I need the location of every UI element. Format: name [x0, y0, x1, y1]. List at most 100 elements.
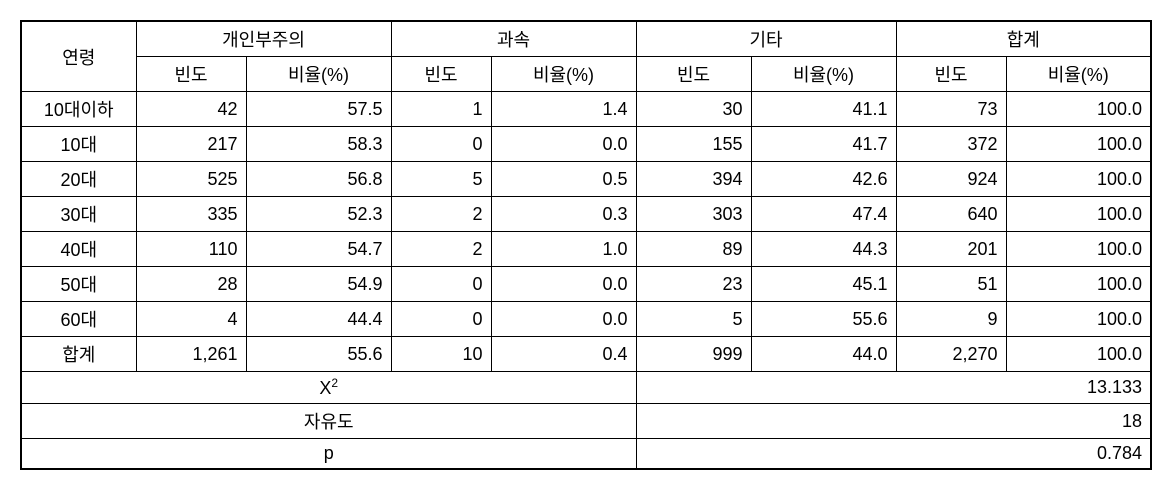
row-label: 40대 — [21, 232, 136, 267]
data-cell: 0.0 — [491, 267, 636, 302]
data-cell: 28 — [136, 267, 246, 302]
stat-value: 18 — [636, 404, 1151, 439]
data-cell: 0 — [391, 267, 491, 302]
data-cell: 372 — [896, 127, 1006, 162]
data-cell: 56.8 — [246, 162, 391, 197]
stat-label: p — [21, 439, 636, 470]
row-label: 20대 — [21, 162, 136, 197]
data-cell: 41.1 — [751, 92, 896, 127]
data-cell: 2,270 — [896, 337, 1006, 372]
stat-label: 자유도 — [21, 404, 636, 439]
subheader-3-pct: 비율(%) — [1006, 57, 1151, 92]
data-cell: 999 — [636, 337, 751, 372]
header-group-2: 기타 — [636, 21, 896, 57]
data-cell: 640 — [896, 197, 1006, 232]
table-body: 10대이하4257.511.43041.173100.010대21758.300… — [21, 92, 1151, 470]
stat-label: X2 — [21, 372, 636, 404]
data-cell: 57.5 — [246, 92, 391, 127]
data-cell: 100.0 — [1006, 337, 1151, 372]
data-cell: 394 — [636, 162, 751, 197]
data-cell: 44.3 — [751, 232, 896, 267]
data-cell: 4 — [136, 302, 246, 337]
data-cell: 335 — [136, 197, 246, 232]
table-row: 30대33552.320.330347.4640100.0 — [21, 197, 1151, 232]
data-cell: 0 — [391, 127, 491, 162]
table-row: 10대21758.300.015541.7372100.0 — [21, 127, 1151, 162]
data-cell: 54.7 — [246, 232, 391, 267]
data-cell: 30 — [636, 92, 751, 127]
row-label: 50대 — [21, 267, 136, 302]
subheader-2-pct: 비율(%) — [751, 57, 896, 92]
data-cell: 44.4 — [246, 302, 391, 337]
data-cell: 44.0 — [751, 337, 896, 372]
data-cell: 23 — [636, 267, 751, 302]
stat-row: p0.784 — [21, 439, 1151, 470]
data-cell: 9 — [896, 302, 1006, 337]
data-cell: 100.0 — [1006, 162, 1151, 197]
row-label: 10대이하 — [21, 92, 136, 127]
stat-value: 13.133 — [636, 372, 1151, 404]
data-cell: 89 — [636, 232, 751, 267]
table-row: 40대11054.721.08944.3201100.0 — [21, 232, 1151, 267]
data-cell: 1.0 — [491, 232, 636, 267]
table-row: 20대52556.850.539442.6924100.0 — [21, 162, 1151, 197]
subheader-2-freq: 빈도 — [636, 57, 751, 92]
data-cell: 2 — [391, 197, 491, 232]
data-cell: 217 — [136, 127, 246, 162]
data-cell: 110 — [136, 232, 246, 267]
data-cell: 55.6 — [246, 337, 391, 372]
data-cell: 0.0 — [491, 302, 636, 337]
stat-row: 자유도18 — [21, 404, 1151, 439]
data-cell: 1.4 — [491, 92, 636, 127]
data-cell: 52.3 — [246, 197, 391, 232]
row-label: 30대 — [21, 197, 136, 232]
data-cell: 54.9 — [246, 267, 391, 302]
data-cell: 924 — [896, 162, 1006, 197]
data-cell: 42 — [136, 92, 246, 127]
data-cell: 100.0 — [1006, 197, 1151, 232]
data-cell: 41.7 — [751, 127, 896, 162]
header-row-2: 빈도 비율(%) 빈도 비율(%) 빈도 비율(%) 빈도 비율(%) — [21, 57, 1151, 92]
subheader-1-freq: 빈도 — [391, 57, 491, 92]
data-cell: 5 — [636, 302, 751, 337]
table-row: 합계1,26155.6100.499944.02,270100.0 — [21, 337, 1151, 372]
data-cell: 0.4 — [491, 337, 636, 372]
subheader-0-pct: 비율(%) — [246, 57, 391, 92]
stat-value: 0.784 — [636, 439, 1151, 470]
data-cell: 51 — [896, 267, 1006, 302]
header-group-3: 합계 — [896, 21, 1151, 57]
data-cell: 0.0 — [491, 127, 636, 162]
header-age: 연령 — [21, 21, 136, 92]
data-cell: 1 — [391, 92, 491, 127]
table-row: 50대2854.900.02345.151100.0 — [21, 267, 1151, 302]
data-cell: 2 — [391, 232, 491, 267]
data-cell: 303 — [636, 197, 751, 232]
subheader-3-freq: 빈도 — [896, 57, 1006, 92]
data-cell: 100.0 — [1006, 92, 1151, 127]
data-cell: 10 — [391, 337, 491, 372]
data-cell: 0.5 — [491, 162, 636, 197]
header-group-1: 과속 — [391, 21, 636, 57]
data-cell: 100.0 — [1006, 267, 1151, 302]
data-cell: 100.0 — [1006, 302, 1151, 337]
data-cell: 100.0 — [1006, 127, 1151, 162]
data-cell: 5 — [391, 162, 491, 197]
table-row: 10대이하4257.511.43041.173100.0 — [21, 92, 1151, 127]
data-cell: 0.3 — [491, 197, 636, 232]
data-cell: 55.6 — [751, 302, 896, 337]
data-cell: 1,261 — [136, 337, 246, 372]
row-label: 10대 — [21, 127, 136, 162]
data-cell: 47.4 — [751, 197, 896, 232]
data-cell: 45.1 — [751, 267, 896, 302]
stat-row: X213.133 — [21, 372, 1151, 404]
data-table: 연령 개인부주의 과속 기타 합계 빈도 비율(%) 빈도 비율(%) 빈도 비… — [20, 20, 1152, 470]
row-label: 60대 — [21, 302, 136, 337]
data-cell: 58.3 — [246, 127, 391, 162]
data-cell: 42.6 — [751, 162, 896, 197]
data-cell: 100.0 — [1006, 232, 1151, 267]
data-cell: 155 — [636, 127, 751, 162]
data-cell: 201 — [896, 232, 1006, 267]
header-row-1: 연령 개인부주의 과속 기타 합계 — [21, 21, 1151, 57]
data-cell: 525 — [136, 162, 246, 197]
header-group-0: 개인부주의 — [136, 21, 391, 57]
